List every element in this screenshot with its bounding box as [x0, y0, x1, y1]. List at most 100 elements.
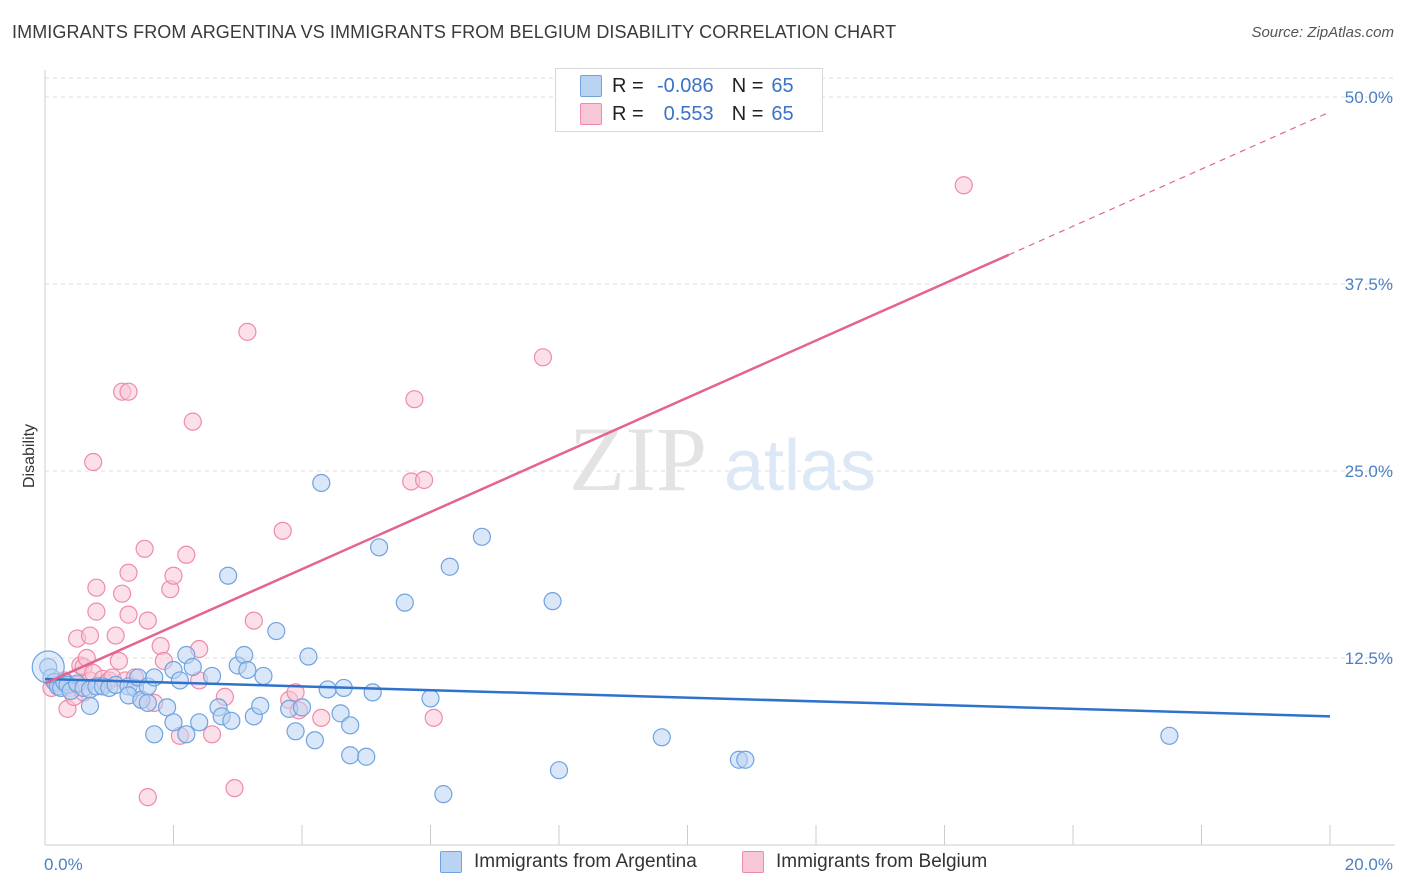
belgium-point [80, 626, 100, 645]
argentina-point [318, 680, 337, 699]
argentina-point [1160, 726, 1179, 745]
belgium-point [405, 390, 424, 409]
legend-row-belgium: R = 0.553 N = 65 [580, 102, 794, 126]
watermark-zip: ZIP [569, 408, 707, 510]
argentina-point [331, 704, 350, 723]
series-legend-argentina[interactable]: Immigrants from Argentina [440, 851, 697, 873]
argentina-point [235, 645, 254, 665]
argentina-point [251, 696, 270, 715]
legend-r-label: R = [612, 74, 644, 97]
belgium-point [119, 382, 138, 401]
belgium-point [109, 651, 128, 671]
argentina-point [286, 722, 305, 741]
series-legend: Immigrants from Argentina Immigrants fro… [0, 851, 1406, 879]
belgium-point [135, 539, 154, 558]
legend-row-argentina: R = -0.086 N = 65 [580, 74, 794, 98]
legend-swatch-argentina [580, 75, 602, 97]
belgium-point [177, 545, 196, 564]
chart-title: IMMIGRANTS FROM ARGENTINA VS IMMIGRANTS … [12, 22, 897, 42]
grid-lines [45, 77, 1395, 659]
belgium-point [112, 584, 132, 603]
argentina-point [440, 557, 459, 576]
tick-labels: 12.5% 25.0% 37.5% 50.0% 0.0% 20.0% [44, 88, 1393, 874]
argentina-trend-line [44, 677, 1331, 718]
argentina-point [549, 761, 569, 780]
belgium-point [238, 322, 257, 341]
belgium-point [138, 788, 157, 807]
trend-lines [44, 111, 1331, 718]
argentina-point [370, 538, 389, 557]
y-tick-label: 25.0% [1345, 462, 1393, 481]
belgium-point [84, 452, 103, 472]
belgium-point [183, 412, 202, 431]
argentina-point [164, 713, 183, 732]
argentina-point [202, 666, 222, 686]
argentina-point [357, 747, 376, 766]
chart-source: Source: ZipAtlas.com [1251, 24, 1394, 41]
y-tick-label: 37.5% [1345, 275, 1393, 294]
series-label-argentina: Immigrants from Argentina [474, 851, 697, 872]
argentina-point [341, 716, 360, 735]
series-swatch-belgium [742, 851, 764, 873]
belgium-trend-line [44, 253, 1010, 685]
belgium-point [286, 683, 305, 702]
argentina-point [395, 593, 414, 612]
argentina-point [305, 731, 324, 750]
legend-n-label: N = [731, 102, 764, 125]
argentina-point [736, 750, 755, 769]
argentina-point [341, 746, 360, 765]
argentina-point [472, 527, 491, 546]
belgium-point [424, 708, 443, 727]
argentina-point [421, 689, 440, 708]
argentina-point [434, 785, 453, 804]
y-tick-label: 12.5% [1345, 649, 1393, 668]
axes [44, 70, 1395, 846]
x-tick-label-max: 20.0% [1345, 855, 1393, 874]
series-legend-belgium[interactable]: Immigrants from Belgium [742, 851, 987, 873]
legend-r-label: R = [612, 102, 644, 125]
argentina-point [190, 713, 209, 732]
argentina-point [652, 728, 671, 747]
legend-n-value-argentina: 65 [771, 74, 794, 97]
series-swatch-argentina [440, 851, 462, 873]
belgium-trend-extension [1008, 111, 1331, 256]
y-tick-label: 50.0% [1345, 88, 1393, 107]
argentina-points [31, 473, 1179, 804]
legend-n-label: N = [731, 74, 764, 97]
argentina-point [177, 725, 196, 744]
belgium-point [87, 578, 106, 597]
belgium-point [954, 176, 973, 195]
argentina-point [312, 473, 331, 493]
argentina-point [254, 666, 273, 686]
argentina-point [145, 725, 164, 744]
belgium-point [138, 611, 157, 630]
argentina-point [219, 566, 238, 585]
series-label-belgium: Immigrants from Belgium [776, 851, 988, 872]
legend-r-value-belgium: 0.553 [663, 102, 714, 125]
belgium-point [533, 348, 553, 367]
belgium-point [151, 636, 170, 656]
y-axis-label: Disability [21, 424, 38, 488]
argentina-point [170, 671, 190, 690]
correlation-legend: R = -0.086 N = 65 R = 0.553 N = 65 [555, 68, 823, 132]
legend-swatch-belgium [580, 103, 602, 125]
legend-r-value-argentina: -0.086 [656, 74, 714, 97]
argentina-point [222, 711, 241, 730]
argentina-point [80, 696, 100, 715]
argentina-point [267, 621, 286, 641]
x-tick-label-min: 0.0% [44, 855, 83, 874]
belgium-point [202, 725, 222, 744]
belgium-point [119, 563, 138, 582]
belgium-point [312, 708, 331, 727]
argentina-point [543, 592, 562, 611]
argentina-point [183, 657, 202, 677]
belgium-point [119, 605, 138, 624]
argentina-point [238, 660, 257, 680]
belgium-point [225, 779, 244, 798]
belgium-point [414, 470, 434, 490]
belgium-point [244, 611, 263, 630]
belgium-point [164, 566, 183, 585]
argentina-point [157, 698, 177, 717]
watermark: ZIP atlas [569, 408, 876, 510]
